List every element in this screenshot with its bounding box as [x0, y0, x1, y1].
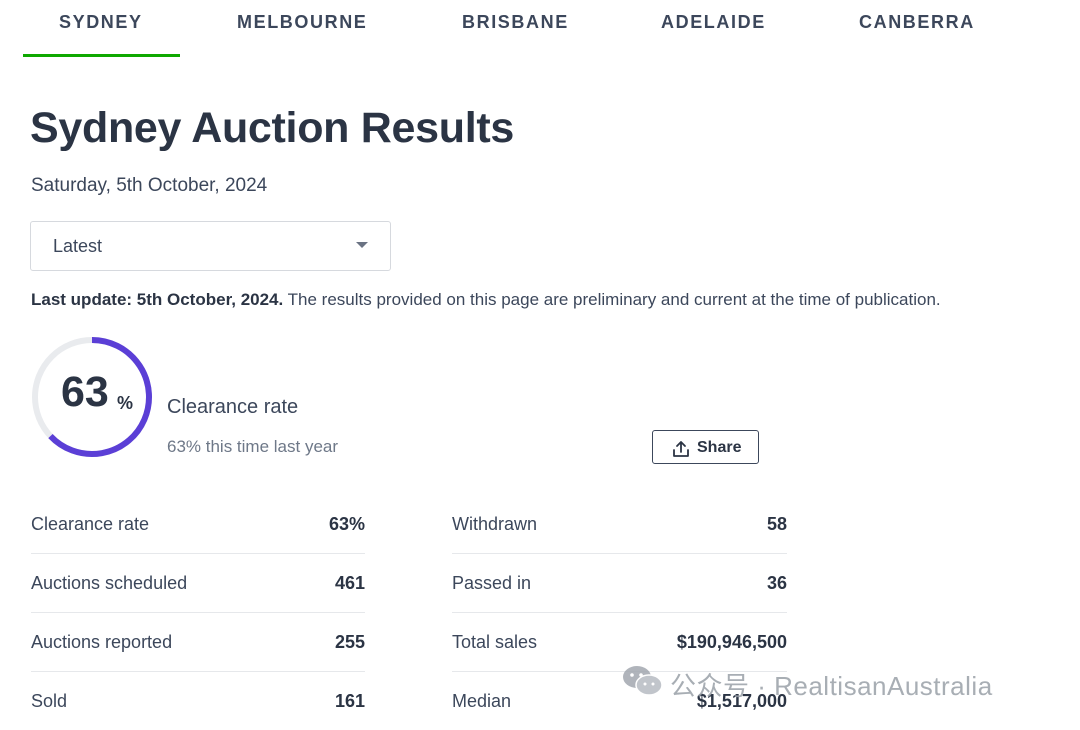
gauge-last-year: 63% this time last year: [167, 437, 339, 456]
stat-value: 63%: [328, 514, 365, 534]
stat-label: Sold: [31, 691, 68, 711]
stat-row: Passed in 36: [452, 554, 787, 613]
stat-row: Auctions reported 255: [31, 613, 365, 672]
stat-row: Sold 161: [31, 672, 365, 730]
stat-label: Total sales: [452, 632, 538, 652]
chevron-down-icon: [356, 242, 368, 248]
date-filter-select[interactable]: Latest: [30, 221, 391, 271]
select-value: Latest: [53, 236, 103, 256]
stat-value: 461: [334, 573, 365, 593]
stat-row: Auctions scheduled 461: [31, 554, 365, 613]
gauge-label: Clearance rate: [167, 396, 299, 418]
share-button[interactable]: Share: [652, 430, 759, 464]
stat-value: $1,517,000: [696, 691, 787, 711]
stat-value: $190,946,500: [676, 632, 787, 652]
tab-melbourne[interactable]: MELBOURNE: [237, 12, 368, 32]
tab-canberra[interactable]: CANBERRA: [859, 12, 975, 32]
stat-value: 161: [334, 691, 365, 711]
stat-value: 36: [766, 573, 787, 593]
stats-right: Withdrawn 58 Passed in 36 Total sales $1…: [452, 495, 787, 730]
stat-row: Clearance rate 63%: [31, 495, 365, 554]
stat-label: Passed in: [452, 573, 532, 593]
gauge-value: 63: [61, 368, 109, 416]
stat-row: Withdrawn 58: [452, 495, 787, 554]
stat-row: Median $1,517,000: [452, 672, 787, 730]
gauge-unit: %: [117, 393, 134, 413]
stat-label: Median: [452, 691, 512, 711]
city-tabs: SYDNEY MELBOURNE BRISBANE ADELAIDE CANBE…: [0, 0, 1080, 58]
stats-left: Clearance rate 63% Auctions scheduled 46…: [31, 495, 365, 730]
share-upload-icon: [673, 441, 689, 457]
clearance-gauge: [32, 337, 152, 457]
gauge-progress-arc: [48, 337, 152, 457]
tab-sydney[interactable]: SYDNEY: [59, 12, 143, 32]
tab-brisbane[interactable]: BRISBANE: [462, 12, 569, 32]
stat-value: 58: [766, 514, 787, 534]
tab-adelaide[interactable]: ADELAIDE: [661, 12, 766, 32]
stat-label: Auctions reported: [31, 632, 173, 652]
wechat-icon: [623, 666, 663, 696]
page-title: Sydney Auction Results: [30, 104, 515, 152]
stat-label: Clearance rate: [31, 514, 150, 534]
update-notice: Last update: 5th October, 2024. The resu…: [31, 290, 941, 310]
active-tab-indicator: [23, 54, 180, 57]
stat-label: Withdrawn: [452, 514, 538, 534]
stat-row: Total sales $190,946,500: [452, 613, 787, 672]
update-date: Last update: 5th October, 2024.: [31, 290, 284, 309]
share-label: Share: [697, 439, 742, 456]
stat-label: Auctions scheduled: [31, 573, 188, 593]
page-date: Saturday, 5th October, 2024: [31, 175, 268, 196]
stat-value: 255: [334, 632, 365, 652]
update-text: The results provided on this page are pr…: [283, 290, 941, 309]
watermark-text: 公众号 · RealtisanAustralia: [670, 671, 993, 701]
